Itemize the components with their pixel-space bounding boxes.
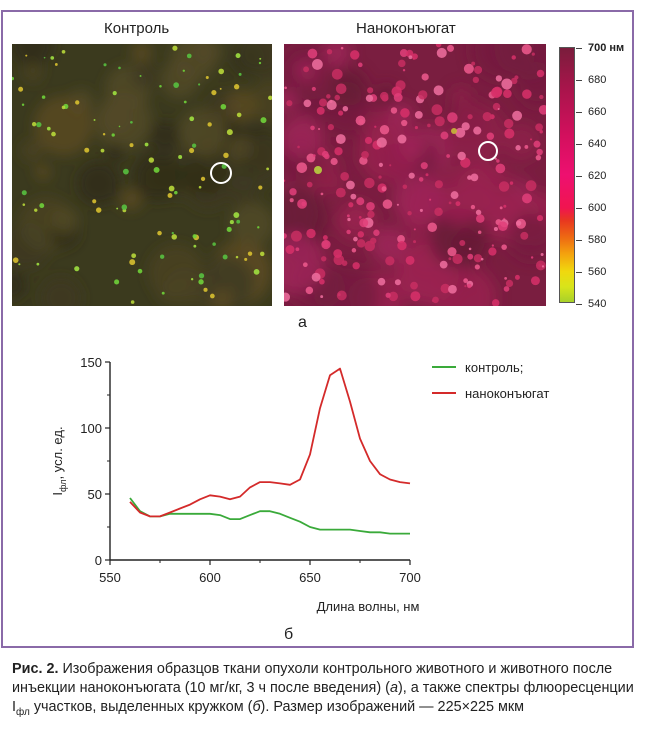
caption-text-1: Изображения образцов ткани опухоли контр…: [12, 661, 613, 696]
scale-tick-label: 640: [588, 138, 607, 150]
caption-text-2: ), а также спектры флюоресценции I: [12, 680, 634, 715]
x-tick-label: 700: [399, 570, 421, 585]
x-tick-label: 650: [299, 570, 321, 585]
y-tick-label: 100: [80, 421, 102, 436]
scale-tick-label: 680: [588, 74, 607, 86]
x-tick-label: 600: [199, 570, 221, 585]
scale-tick: [576, 304, 582, 305]
scale-tick: [576, 80, 582, 81]
scale-top-label: 700 нм: [588, 42, 625, 54]
x-axis-label: Длина волны, нм: [317, 599, 420, 614]
scale-tick: [576, 144, 582, 145]
y-axis-label: Iфл, усл. ед.: [50, 426, 68, 495]
y-tick-label: 50: [88, 487, 102, 502]
scale-tick-label: 660: [588, 106, 607, 118]
panel-b-letter: б: [284, 626, 294, 643]
caption-label: Рис. 2.: [12, 661, 59, 677]
caption-italic-b: б: [252, 699, 261, 715]
control-fluorescent-spots: [12, 45, 272, 304]
scale-tick-label: 600: [588, 202, 607, 214]
scale-tick: [576, 272, 582, 273]
series-line-nanoconjugate: [129, 367, 411, 518]
fluorescence-spectra-chart: 550 600 650 700 0 50 100 150 Длина волны, нм Iфл,…: [50, 355, 549, 614]
control-microscopy-image: [12, 44, 272, 306]
control-image-title: Контроль: [104, 20, 170, 37]
panel-a-letter: а: [298, 314, 307, 331]
y-tick-label: 0: [95, 553, 102, 568]
y-tick-label: 150: [80, 355, 102, 370]
caption-subscript: фл: [16, 706, 30, 718]
scale-tick-label: 540: [588, 298, 607, 310]
scale-tick-label: 620: [588, 170, 607, 182]
wavelength-color-scale: [559, 47, 575, 303]
scale-tick-label: 560: [588, 266, 607, 278]
nanoconjugate-roi-circle: [478, 141, 498, 161]
nanoconjugate-fluorescent-spots: [284, 44, 546, 306]
control-roi-circle: [210, 162, 232, 184]
caption-text-4: ). Размер изображений — 225×225 мкм: [260, 699, 525, 715]
nanoconjugate-image-title: Наноконъюгат: [356, 20, 456, 37]
figure-caption: Рис. 2. Изображения образцов ткани опухо…: [12, 660, 634, 722]
series-line-control: [129, 497, 410, 535]
scale-tick-label: 580: [588, 234, 607, 246]
legend-label: наноконъюгат: [465, 386, 549, 401]
legend-label: контроль;: [465, 360, 523, 375]
figure-frame: [1, 10, 634, 648]
scale-tick: [576, 240, 582, 241]
scale-tick: [576, 208, 582, 209]
x-tick-label: 550: [99, 570, 121, 585]
scale-tick: [576, 176, 582, 177]
nanoconjugate-microscopy-image: [284, 44, 546, 306]
caption-italic-a: а: [389, 680, 398, 696]
scale-tick: [576, 112, 582, 113]
caption-text-3: участков, выделенных кружком (: [29, 699, 253, 715]
